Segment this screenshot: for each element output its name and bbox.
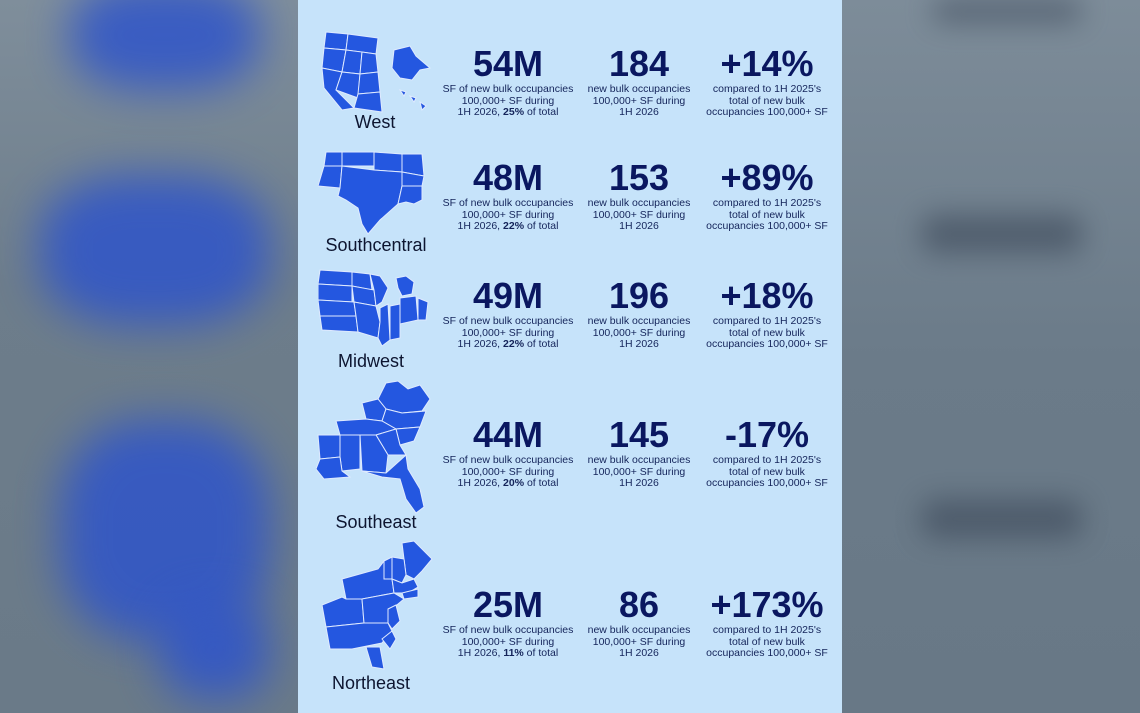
count-caption: new bulk occupancies 100,000+ SF during … xyxy=(587,197,691,232)
count-value: 86 xyxy=(618,584,660,625)
change-stat-midwest: +18% compared to 1H 2025's total of new … xyxy=(700,276,834,351)
sf-stat-northeast: 25M SF of new bulk occupancies 100,000+ … xyxy=(438,585,578,660)
change-caption: compared to 1H 2025's total of new bulk … xyxy=(706,197,828,232)
sf-value: 48M xyxy=(472,157,544,198)
count-caption: new bulk occupancies 100,000+ SF during … xyxy=(587,83,691,118)
count-stat-southeast: 145 new bulk occupancies 100,000+ SF dur… xyxy=(574,415,704,490)
count-caption: new bulk occupancies 100,000+ SF during … xyxy=(587,454,691,489)
region-midwest: Midwest 49M SF of new bulk occupancies 1… xyxy=(298,260,842,375)
count-value: 184 xyxy=(608,43,670,84)
blurred-background-left xyxy=(0,0,298,713)
sf-value: 44M xyxy=(472,414,544,455)
change-caption: compared to 1H 2025's total of new bulk … xyxy=(706,315,828,350)
change-value: +14% xyxy=(720,43,814,84)
share-of-total: 22% xyxy=(503,220,525,232)
share-of-total: 11% xyxy=(503,647,524,659)
share-of-total: 22% xyxy=(503,338,525,350)
blurred-background-right xyxy=(842,0,1140,713)
sf-stat-midwest: 49M SF of new bulk occupancies 100,000+ … xyxy=(438,276,578,351)
count-caption: new bulk occupancies 100,000+ SF during … xyxy=(587,315,691,350)
sf-caption: SF of new bulk occupancies 100,000+ SF d… xyxy=(442,197,574,232)
region-southeast: Southeast 44M SF of new bulk occupancies… xyxy=(298,375,842,535)
change-stat-southcentral: +89% compared to 1H 2025's total of new … xyxy=(700,158,834,233)
southcentral-map-icon xyxy=(318,150,432,236)
change-value: +18% xyxy=(720,275,814,316)
region-name-southcentral: Southcentral xyxy=(325,235,427,255)
sf-caption: SF of new bulk occupancies 100,000+ SF d… xyxy=(442,624,574,659)
count-value: 196 xyxy=(608,275,670,316)
change-value: -17% xyxy=(724,414,810,455)
count-caption: new bulk occupancies 100,000+ SF during … xyxy=(587,624,691,659)
change-caption: compared to 1H 2025's total of new bulk … xyxy=(706,454,828,489)
change-stat-northeast: +173% compared to 1H 2025's total of new… xyxy=(700,585,834,660)
sf-stat-southeast: 44M SF of new bulk occupancies 100,000+ … xyxy=(438,415,578,490)
region-southcentral: Southcentral 48M SF of new bulk occupanc… xyxy=(298,140,842,260)
change-caption: compared to 1H 2025's total of new bulk … xyxy=(706,624,828,659)
sf-stat-west: 54M SF of new bulk occupancies 100,000+ … xyxy=(438,44,578,119)
count-stat-southcentral: 153 new bulk occupancies 100,000+ SF dur… xyxy=(574,158,704,233)
count-stat-west: 184 new bulk occupancies 100,000+ SF dur… xyxy=(574,44,704,119)
northeast-map-icon xyxy=(322,539,434,675)
change-value: +89% xyxy=(720,157,814,198)
count-stat-northeast: 86 new bulk occupancies 100,000+ SF duri… xyxy=(574,585,704,660)
count-value: 153 xyxy=(608,157,670,198)
southeast-map-icon xyxy=(316,379,434,517)
change-value: +173% xyxy=(710,584,824,625)
west-map-icon xyxy=(320,28,440,114)
region-name-northeast: Northeast xyxy=(331,673,411,693)
sf-value: 25M xyxy=(472,584,544,625)
change-caption: compared to 1H 2025's total of new bulk … xyxy=(706,83,828,118)
region-name-west: West xyxy=(354,112,396,132)
region-name-southeast: Southeast xyxy=(335,512,417,532)
region-northeast: Northeast 25M SF of new bulk occupancies… xyxy=(298,535,842,713)
sf-stat-southcentral: 48M SF of new bulk occupancies 100,000+ … xyxy=(438,158,578,233)
sf-caption: SF of new bulk occupancies 100,000+ SF d… xyxy=(442,315,574,350)
region-name-midwest: Midwest xyxy=(337,351,404,371)
sf-value: 54M xyxy=(472,43,544,84)
count-stat-midwest: 196 new bulk occupancies 100,000+ SF dur… xyxy=(574,276,704,351)
midwest-map-icon xyxy=(318,268,430,350)
sf-caption: SF of new bulk occupancies 100,000+ SF d… xyxy=(442,454,574,489)
sf-value: 49M xyxy=(472,275,544,316)
change-stat-southeast: -17% compared to 1H 2025's total of new … xyxy=(700,415,834,490)
share-of-total: 20% xyxy=(503,477,525,489)
region-west: West 54M SF of new bulk occupancies 100,… xyxy=(298,0,842,140)
count-value: 145 xyxy=(608,414,670,455)
sf-caption: SF of new bulk occupancies 100,000+ SF d… xyxy=(442,83,574,118)
infographic-panel: West 54M SF of new bulk occupancies 100,… xyxy=(298,0,842,713)
share-of-total: 25% xyxy=(503,106,525,118)
change-stat-west: +14% compared to 1H 2025's total of new … xyxy=(700,44,834,119)
